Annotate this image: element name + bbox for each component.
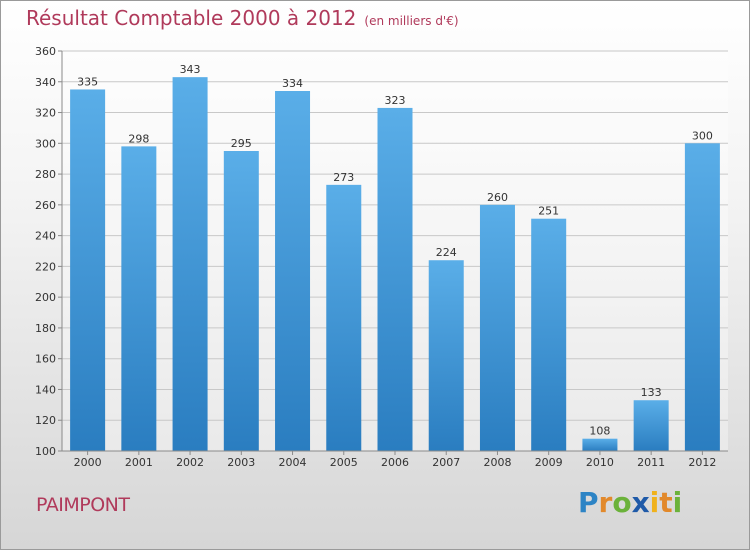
data-label-2001: 298 [128, 132, 149, 145]
x-tick-label-2002: 2002 [176, 456, 204, 469]
data-label-2004: 334 [282, 77, 303, 90]
y-tick-label: 300 [35, 137, 56, 150]
y-tick-label: 120 [35, 414, 56, 427]
y-tick-label: 180 [35, 322, 56, 335]
y-tick-label: 160 [35, 353, 56, 366]
bar-2002 [172, 77, 208, 452]
x-tick-label-2005: 2005 [330, 456, 358, 469]
data-labels: 335 298 343 295 334 273 323 224 260 251 108 133 300 [77, 63, 713, 438]
data-label-2007: 224 [436, 246, 457, 259]
bar-2004 [275, 91, 311, 451]
x-tick-label-2003: 2003 [227, 456, 255, 469]
x-tick-label-2009: 2009 [535, 456, 563, 469]
y-tick-label: 100 [35, 445, 56, 458]
data-label-2005: 273 [333, 171, 354, 184]
data-label-2000: 335 [77, 75, 98, 88]
x-tick-label-2000: 2000 [74, 456, 102, 469]
y-tick-label: 140 [35, 383, 56, 396]
data-label-2006: 323 [385, 94, 406, 107]
data-label-2003: 295 [231, 137, 252, 150]
bar-2008 [479, 204, 515, 451]
y-tick-label: 240 [35, 230, 56, 243]
y-tick-label: 280 [35, 168, 56, 181]
data-label-2002: 343 [180, 63, 201, 76]
x-tick-label-2004: 2004 [279, 456, 307, 469]
chart-title-text: Résultat Comptable 2000 à 2012 [26, 6, 357, 30]
bar-2005 [326, 184, 362, 451]
city-name: PAIMPONT [36, 494, 130, 516]
bar-2003 [223, 151, 259, 451]
bar-2000 [70, 89, 106, 451]
x-tick-label-2001: 2001 [125, 456, 153, 469]
x-tick-label-2010: 2010 [586, 456, 614, 469]
bars [70, 77, 720, 452]
bar-2012 [684, 143, 720, 452]
bar-2006 [377, 107, 413, 451]
x-tick-label-2012: 2012 [688, 456, 716, 469]
y-tick-label: 220 [35, 260, 56, 273]
bar-2011 [633, 400, 669, 451]
x-axis-ticks: 2000 2001 2002 2003 2004 2005 2006 2007 2008 2009… [74, 451, 716, 469]
y-tick-label: 200 [35, 291, 56, 304]
bar-2009 [531, 218, 567, 451]
data-label-2011: 133 [641, 386, 662, 399]
y-tick-label: 340 [35, 76, 56, 89]
data-label-2009: 251 [538, 205, 559, 218]
data-label-2012: 300 [692, 129, 713, 142]
x-tick-label-2006: 2006 [381, 456, 409, 469]
y-tick-label: 360 [35, 45, 56, 58]
data-label-2008: 260 [487, 191, 508, 204]
y-axis-ticks: 100 120 140 160 180 200 220 240 260 280 300 320 340 3… [35, 45, 62, 458]
bar-2001 [121, 146, 157, 451]
x-tick-label-2007: 2007 [432, 456, 460, 469]
y-tick-label: 260 [35, 199, 56, 212]
chart-title: Résultat Comptable 2000 à 2012 (en millie… [26, 6, 459, 30]
bar-2010 [582, 438, 618, 451]
x-tick-label-2011: 2011 [637, 456, 665, 469]
data-label-2010: 108 [589, 425, 610, 438]
x-tick-label-2008: 2008 [483, 456, 511, 469]
y-tick-label: 320 [35, 107, 56, 120]
chart-unit: (en milliers d'€) [364, 14, 459, 28]
bar-2007 [428, 260, 464, 451]
proxiti-logo: Proxiti [578, 486, 683, 519]
